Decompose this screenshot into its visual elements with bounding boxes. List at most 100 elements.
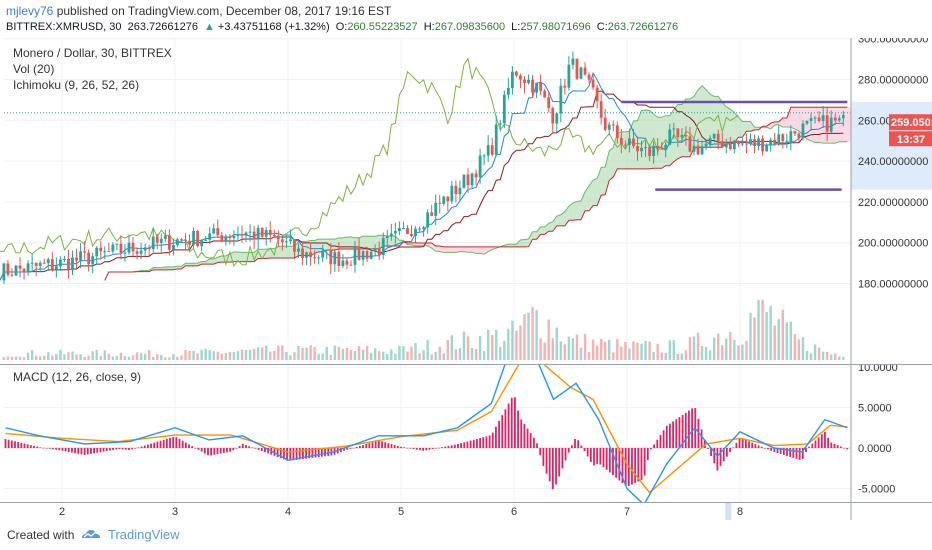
candle-body bbox=[155, 236, 159, 243]
histogram-bar bbox=[238, 445, 241, 448]
candle-body bbox=[535, 82, 538, 93]
cloud-segment bbox=[435, 246, 440, 252]
candle-body bbox=[79, 251, 82, 261]
volume-bar bbox=[773, 325, 776, 360]
open-label: O: bbox=[335, 21, 348, 33]
histogram-bar bbox=[650, 448, 652, 450]
histogram-bar bbox=[248, 446, 251, 448]
histogram-bar bbox=[213, 448, 216, 455]
time-axis[interactable]: 2 3 4 5 6 7 8 bbox=[0, 503, 932, 520]
candle-body bbox=[482, 155, 486, 157]
candle-body bbox=[353, 246, 357, 265]
volume-bar bbox=[14, 356, 18, 360]
candle-body bbox=[264, 230, 268, 237]
time-tick-label: 4 bbox=[285, 506, 291, 518]
histogram-bar bbox=[843, 447, 845, 449]
price-pane[interactable]: 180.00000000 200.00000000 220.00000000 240.… bbox=[0, 38, 932, 365]
cloud-segment bbox=[197, 261, 202, 266]
histogram-bar bbox=[305, 448, 307, 459]
cloud-segment bbox=[698, 85, 703, 148]
volume-bar bbox=[204, 348, 207, 360]
tradingview-brand[interactable]: TradingView bbox=[108, 527, 180, 542]
cloud-segment bbox=[189, 263, 194, 266]
volume-bar bbox=[801, 337, 805, 360]
volume-bar bbox=[575, 334, 579, 360]
histogram-bar bbox=[599, 448, 602, 465]
volume-bar bbox=[813, 344, 817, 360]
candle-body bbox=[676, 128, 680, 138]
macd-tick-label: 0.0000 bbox=[858, 443, 892, 455]
histogram-bar bbox=[143, 445, 146, 448]
volume-bar bbox=[325, 346, 328, 360]
cloud-segment bbox=[746, 121, 751, 132]
histogram-bar bbox=[159, 440, 162, 448]
candle-body bbox=[119, 243, 123, 253]
volume-bar bbox=[523, 313, 526, 360]
histogram-bar bbox=[260, 448, 263, 452]
candle-body bbox=[280, 239, 284, 243]
created-with-label: Created with bbox=[7, 528, 75, 542]
volume-bar bbox=[83, 356, 86, 360]
candle-body bbox=[680, 135, 684, 138]
histogram-bar bbox=[767, 448, 769, 450]
candle-body bbox=[414, 228, 417, 236]
time-tick-label: 8 bbox=[737, 506, 743, 518]
candle-body bbox=[252, 231, 256, 240]
candle-body bbox=[515, 71, 518, 76]
volume-bar bbox=[725, 338, 728, 360]
volume-bar bbox=[789, 321, 793, 360]
volume-bar bbox=[184, 349, 187, 360]
volume-bar bbox=[721, 345, 724, 360]
author-link[interactable]: mjlevy76 bbox=[6, 4, 54, 18]
candle-body bbox=[648, 147, 651, 156]
histogram-bar bbox=[786, 448, 788, 456]
candle-body bbox=[793, 131, 797, 134]
histogram-bar bbox=[688, 410, 690, 448]
cloud-segment bbox=[391, 235, 396, 247]
volume-bar bbox=[59, 349, 62, 360]
histogram-bar bbox=[197, 448, 200, 450]
histogram-bar bbox=[203, 448, 206, 454]
candle-body bbox=[147, 247, 151, 250]
volume-bar bbox=[434, 351, 437, 360]
price-axis-bg bbox=[851, 38, 932, 365]
volume-bar bbox=[285, 352, 288, 360]
candle-body bbox=[692, 145, 696, 152]
cloud-segment bbox=[847, 107, 852, 142]
cloud-segment bbox=[322, 239, 327, 252]
histogram-bar bbox=[839, 446, 842, 448]
volume-bar bbox=[624, 341, 627, 360]
volume-bar bbox=[386, 353, 389, 360]
volume-bar bbox=[47, 352, 50, 360]
candle-body bbox=[71, 257, 74, 270]
candle-body bbox=[607, 124, 611, 130]
volume-bar bbox=[2, 357, 6, 360]
price-chart-svg[interactable]: 180.00000000 200.00000000 220.00000000 240.… bbox=[0, 38, 932, 365]
candle-body bbox=[652, 145, 656, 156]
histogram-bar bbox=[235, 448, 238, 449]
histogram-bar bbox=[713, 448, 716, 464]
candle-body bbox=[490, 145, 494, 155]
volume-bar bbox=[103, 350, 106, 360]
histogram-bar bbox=[555, 448, 557, 485]
cloud-segment bbox=[730, 109, 735, 144]
volume-bar bbox=[297, 345, 300, 360]
open-value: 260.55223527 bbox=[347, 21, 418, 33]
candle-body bbox=[736, 140, 740, 145]
histogram-bar bbox=[207, 448, 209, 456]
histogram-bar bbox=[792, 448, 795, 458]
histogram-bar bbox=[770, 448, 773, 451]
histogram-bar bbox=[10, 440, 13, 448]
countdown-badge bbox=[889, 131, 932, 147]
candle-body bbox=[127, 242, 131, 253]
candle-body bbox=[212, 228, 216, 234]
candle-body bbox=[313, 257, 317, 259]
volume-bar bbox=[458, 348, 462, 360]
volume-bar bbox=[608, 339, 611, 360]
histogram-bar bbox=[241, 443, 244, 448]
histogram-bar bbox=[735, 442, 738, 448]
volume-bar bbox=[495, 329, 498, 360]
histogram-bar bbox=[488, 435, 491, 448]
